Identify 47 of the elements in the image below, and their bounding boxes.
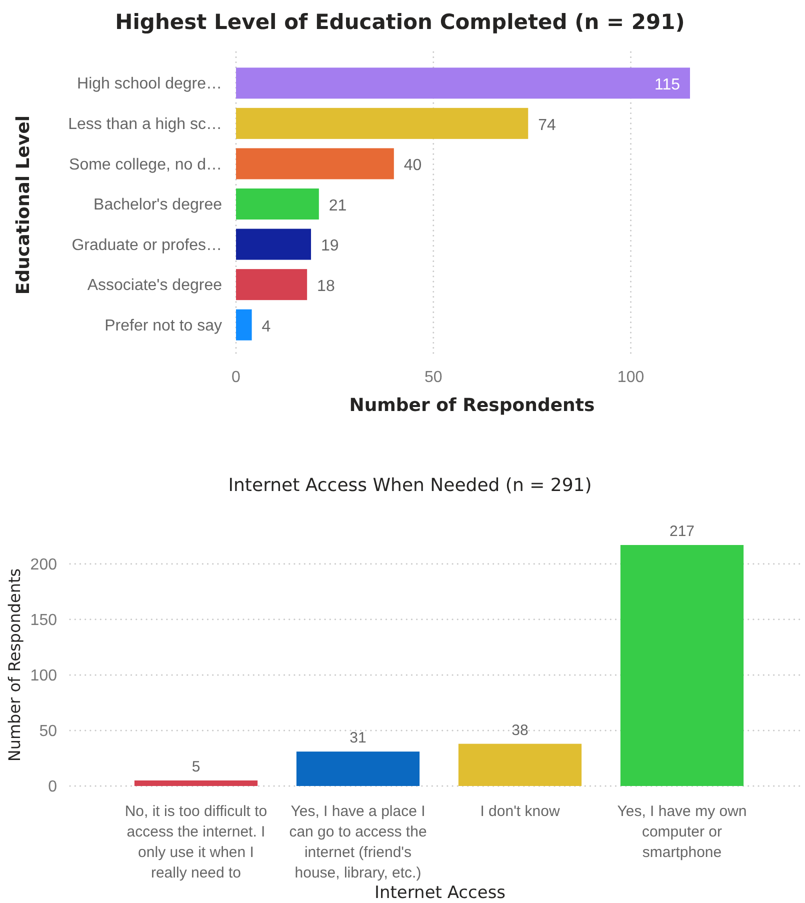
bar [236, 68, 690, 99]
y-tick-label: Graduate or profes… [72, 236, 222, 254]
chart-title: Internet Access When Needed (n = 291) [228, 475, 592, 496]
x-axis-title: Number of Respondents [349, 395, 595, 416]
data-label: 31 [350, 730, 366, 747]
y-tick-label: 100 [30, 668, 58, 685]
x-tick-label: 50 [424, 369, 442, 386]
y-axis-title: Number of Respondents [5, 568, 24, 762]
bar [620, 545, 744, 786]
data-label: 19 [321, 238, 339, 255]
x-axis-title: Internet Access [374, 883, 506, 903]
data-label: 4 [262, 318, 271, 336]
data-label: 217 [669, 523, 695, 540]
data-label: 38 [512, 722, 528, 739]
y-tick-label: Bachelor's degree [94, 196, 222, 214]
y-tick-label: Associate's degree [87, 277, 222, 294]
y-tick-label: Some college, no d… [69, 156, 222, 174]
chart-title: Highest Level of Education Completed (n = 291) [115, 10, 685, 34]
x-tick-label: Yes, I have a place I can go to access the internet (friend's house, library, etc.) [289, 803, 427, 882]
data-label: 18 [317, 278, 335, 295]
data-label: 74 [538, 116, 556, 134]
bar [236, 108, 528, 139]
y-axis-title: Educational Level [13, 115, 34, 295]
bar [236, 228, 312, 260]
data-label: 115 [654, 76, 680, 94]
y-tick-label: 150 [30, 612, 58, 630]
y-tick-label: Less than a high sc… [68, 116, 222, 134]
data-label: 21 [328, 197, 347, 214]
data-label: 5 [192, 758, 200, 776]
y-tick-label: 0 [48, 778, 58, 796]
data-label: 40 [404, 157, 422, 174]
bar [236, 309, 252, 340]
x-tick-label: Yes, I have my own computer or smartphone [617, 803, 747, 861]
y-tick-label: Prefer not to say [104, 317, 222, 334]
y-tick-label: 50 [39, 723, 58, 740]
bar [236, 188, 319, 220]
y-tick-label: 200 [30, 556, 58, 574]
bar [458, 744, 582, 786]
x-tick-label: No, it is too difficult to access the internet. I only use it when I really need to [124, 803, 268, 882]
x-tick-label: 0 [232, 369, 241, 386]
x-tick-label: I don't know [480, 803, 560, 820]
y-tick-label: High school degre… [77, 76, 222, 93]
bar [236, 269, 308, 300]
bar [296, 752, 420, 786]
bar [236, 148, 394, 180]
x-tick-label: 100 [617, 369, 644, 386]
bar [134, 780, 258, 786]
